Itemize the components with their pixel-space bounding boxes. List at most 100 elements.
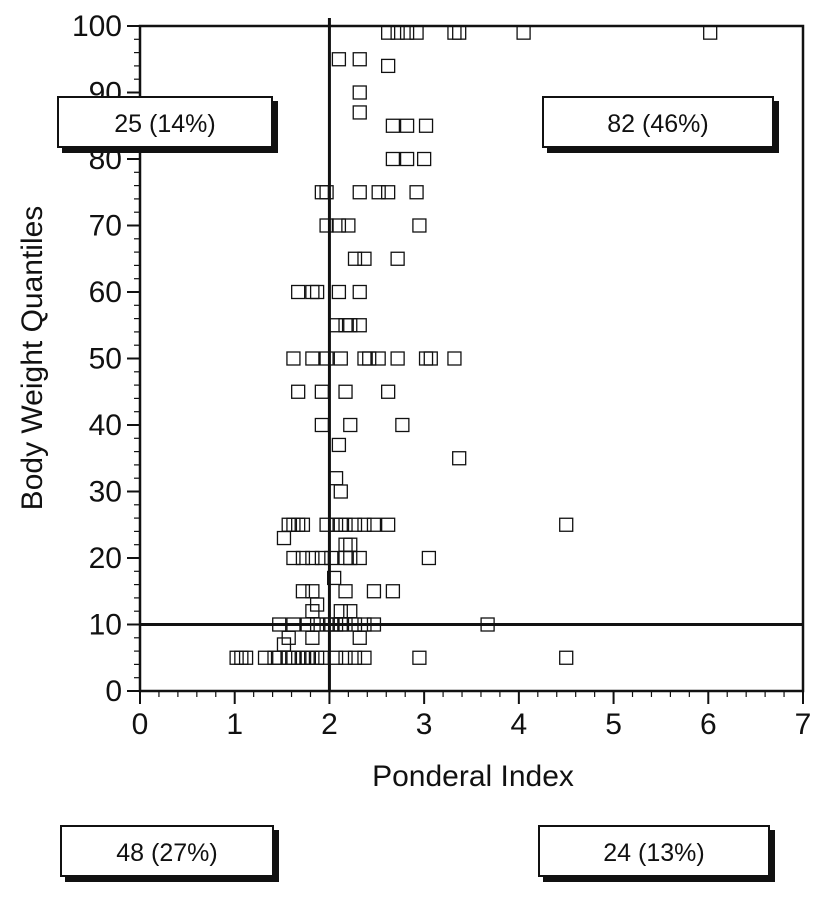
data-point [357,251,372,266]
data-point [338,650,353,665]
data-point [272,650,287,665]
data-point [399,118,415,133]
data-point [333,484,348,499]
data-point [418,351,434,366]
data-point [305,284,320,300]
data-point [328,318,344,333]
x-tick-label: 3 [416,708,433,741]
x-tick-label: 1 [226,708,243,741]
data-point [381,185,396,200]
data-point [338,584,353,599]
data-point [331,437,347,453]
data-point [291,517,306,532]
data-point [305,351,320,366]
data-point [352,85,367,100]
data-point [418,118,434,133]
data-point [327,570,342,586]
data-point [328,471,344,486]
major-ticks [127,25,804,704]
data-point [421,550,437,566]
data-point [319,218,334,233]
data-point [238,650,254,665]
data-point [385,584,401,599]
y-tick-label: 100 [72,10,122,43]
data-point [343,550,358,566]
data-point [341,218,356,233]
y-tick-label: 50 [89,343,122,376]
y-tick-label: 80 [89,143,122,176]
data-point [291,650,306,665]
data-point [385,118,401,133]
data-point [319,517,334,532]
data-point [347,650,363,665]
data-point [291,384,306,399]
data-point [362,351,377,366]
data-point [343,318,358,333]
quadrant-label-bottom-right: 24 (13%) [538,825,770,877]
data-point [338,537,353,552]
data-point [352,630,367,645]
data-point [314,550,330,566]
data-point [371,185,386,200]
data-point [447,351,462,366]
data-point [343,604,358,619]
data-point [399,151,415,167]
data-point [347,251,363,266]
x-tick-label: 7 [795,708,812,741]
data-point [516,25,531,40]
data-point [234,650,249,665]
data-point [305,550,320,566]
data-point [395,417,410,433]
data-point [295,650,311,665]
data-point [333,517,348,532]
data-point [286,550,301,566]
data-point [447,25,462,40]
data-point [352,284,367,300]
y-axis-label: Body Weight Quantiles [16,206,49,511]
data-point [385,151,401,167]
data-point [295,517,311,532]
data-point [366,517,382,532]
data-point [331,52,347,67]
data-point [357,517,372,532]
data-point [559,650,574,665]
data-point [281,517,296,532]
data-point [333,351,348,366]
data-point [412,650,427,665]
x-tick-label: 2 [321,708,338,741]
data-point [328,650,344,665]
data-point [423,351,438,366]
data-point [286,351,301,366]
data-point [390,351,405,366]
data-point [381,517,396,532]
data-point [286,517,301,532]
data-point [319,351,334,366]
data-point [703,25,718,40]
data-point [295,550,311,566]
data-point [381,384,396,399]
data-point [381,58,396,74]
data-point [314,417,330,433]
quadrant-label-top-right: 82 (46%) [542,96,774,148]
y-tick-label: 10 [89,609,122,642]
data-point [338,318,353,333]
data-point [286,650,301,665]
data-point [257,650,273,665]
data-point [295,584,311,599]
data-point [300,650,315,665]
data-point [452,25,467,40]
data-point [390,25,405,40]
data-point [276,530,292,546]
data-point [328,517,344,532]
x-tick-label: 5 [605,708,622,741]
data-point [352,105,367,120]
data-point [309,650,325,665]
quadrant-label-top-left: 25 (14%) [57,96,273,148]
data-point [412,218,427,233]
data-point [331,284,347,300]
data-point [409,25,424,40]
data-point [291,284,306,300]
quadrant-label-bottom-left: 48 (27%) [60,825,274,877]
data-point [381,25,396,40]
data-point [357,351,372,366]
